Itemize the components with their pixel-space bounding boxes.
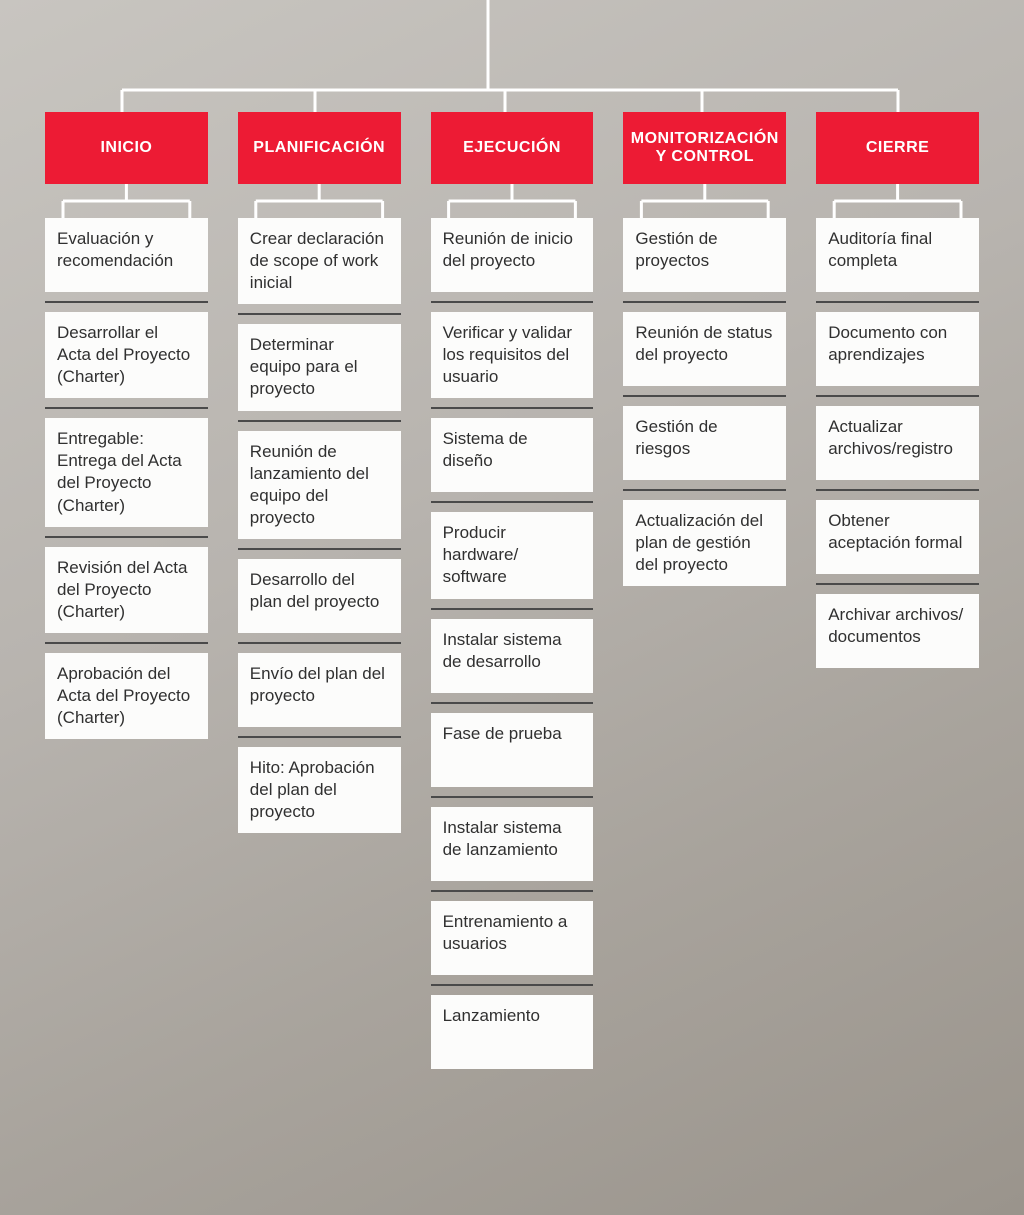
task-divider [431,492,594,512]
task-box: Reunión de inicio del proyecto [431,218,594,292]
tasks-cierre: Auditoría final completa Documento con ap… [816,218,979,668]
task-box: Hito: Aprobación del plan del proyecto [238,747,401,833]
tasks-monitorizacion: Gestión de proyectos Reunión de status de… [623,218,786,586]
task-box: Aprobación del Acta del Proyecto (Charte… [45,653,208,739]
task-box: Producir hardware/ software [431,512,594,598]
task-divider [431,599,594,619]
task-divider [623,292,786,312]
task-divider [623,386,786,406]
task-box: Revisión del Acta del Proyecto (Charter) [45,547,208,633]
task-box: Actualizar archivos/registro [816,406,979,480]
task-divider [238,727,401,747]
task-box: Reunión de status del proyecto [623,312,786,386]
task-divider [238,304,401,324]
column-cierre: CIERRE Auditoría final completa Documento … [816,112,979,1069]
column-ejecucion: EJECUCIÓN Reunión de inicio del proyecto V… [431,112,594,1069]
task-box: Evaluación y recomendación [45,218,208,292]
column-header-cierre: CIERRE [816,112,979,184]
task-box: Documento con aprendizajes [816,312,979,386]
column-header-planificacion: PLANIFICACIÓN [238,112,401,184]
task-divider [238,411,401,431]
tasks-planificacion: Crear declaración de scope of work inici… [238,218,401,833]
task-box: Instalar sistema de desarrollo [431,619,594,693]
task-divider [816,292,979,312]
task-box: Envío del plan del proyecto [238,653,401,727]
columns-container: INICIO Evaluación y recomendación Desarrol… [45,112,979,1069]
task-box: Verificar y validar los requisitos del u… [431,312,594,398]
task-box: Instalar sistema de lanzamiento [431,807,594,881]
task-box: Desarrollar el Acta del Proyecto (Charte… [45,312,208,398]
task-divider [431,881,594,901]
task-box: Gestión de proyectos [623,218,786,292]
column-header-inicio: INICIO [45,112,208,184]
task-box: Auditoría final completa [816,218,979,292]
task-box: Crear declaración de scope of work inici… [238,218,401,304]
task-divider [431,787,594,807]
task-divider [45,527,208,547]
task-box: Determinar equipo para el proyecto [238,324,401,410]
task-box: Lanzamiento [431,995,594,1069]
task-divider [431,693,594,713]
task-box: Desarrollo del plan del proyecto [238,559,401,633]
task-divider [431,398,594,418]
tasks-ejecucion: Reunión de inicio del proyecto Verificar … [431,218,594,1069]
task-divider [45,633,208,653]
task-box: Entregable: Entrega del Acta del Proyect… [45,418,208,526]
task-divider [45,292,208,312]
task-divider [45,398,208,418]
task-divider [431,292,594,312]
task-box: Gestión de riesgos [623,406,786,480]
task-divider [431,975,594,995]
task-divider [623,480,786,500]
task-box: Actualización del plan de gestión del pr… [623,500,786,586]
column-inicio: INICIO Evaluación y recomendación Desarrol… [45,112,208,1069]
task-divider [816,480,979,500]
task-divider [238,539,401,559]
column-header-monitorizacion: MONITORIZACIÓN Y CONTROL [623,112,786,184]
task-box: Obtener aceptación formal [816,500,979,574]
task-divider [238,633,401,653]
task-box: Archivar archivos/ documentos [816,594,979,668]
column-header-ejecucion: EJECUCIÓN [431,112,594,184]
tasks-inicio: Evaluación y recomendación Desarrollar el… [45,218,208,739]
task-divider [816,574,979,594]
task-box: Fase de prueba [431,713,594,787]
task-box: Entrenamiento a usuarios [431,901,594,975]
column-planificacion: PLANIFICACIÓN Crear declaración de scope … [238,112,401,1069]
task-box: Sistema de diseño [431,418,594,492]
column-monitorizacion: MONITORIZACIÓN Y CONTROL Gestión de proye… [623,112,786,1069]
task-divider [816,386,979,406]
task-box: Reunión de lanzamiento del equipo del pr… [238,431,401,539]
